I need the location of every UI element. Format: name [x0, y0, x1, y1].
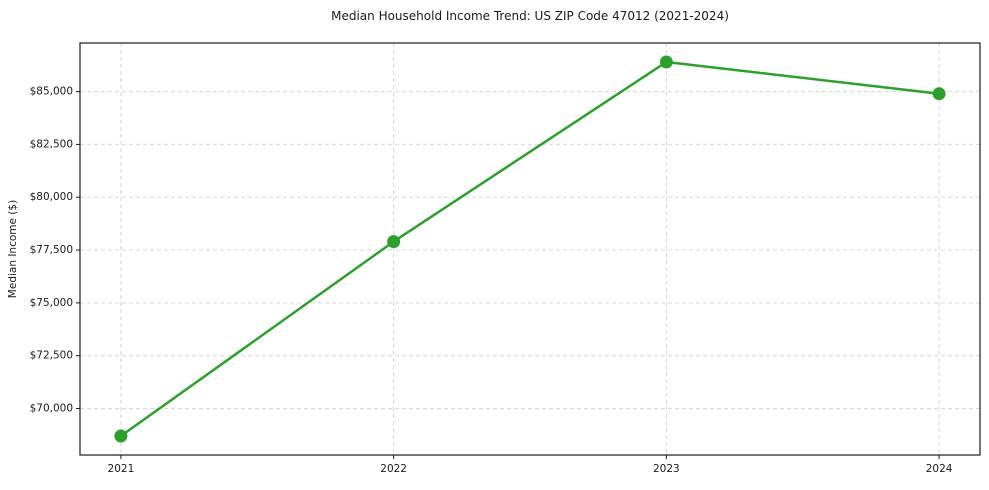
- data-point-2023: [659, 55, 673, 69]
- chart-title: Median Household Income Trend: US ZIP Co…: [331, 9, 729, 23]
- y-tick-label: $72,500: [30, 350, 73, 362]
- y-tick-label: $82,500: [30, 138, 73, 150]
- plot-frame: [79, 42, 981, 456]
- y-tick-label: $85,000: [30, 86, 73, 98]
- x-tick-label: 2021: [108, 463, 135, 475]
- x-tick-label: 2024: [926, 463, 953, 475]
- y-tick-label: $77,500: [30, 244, 73, 256]
- trend-line: [119, 60, 941, 438]
- y-tick-label: $75,000: [30, 297, 73, 309]
- x-tick-label: 2023: [653, 463, 680, 475]
- data-point-2022: [387, 235, 401, 249]
- x-tick-label: 2022: [380, 463, 407, 475]
- data-point-2024: [932, 87, 946, 101]
- y-tick-label: $70,000: [30, 403, 73, 415]
- data-point-2021: [114, 429, 128, 443]
- y-tick-label: $80,000: [30, 191, 73, 203]
